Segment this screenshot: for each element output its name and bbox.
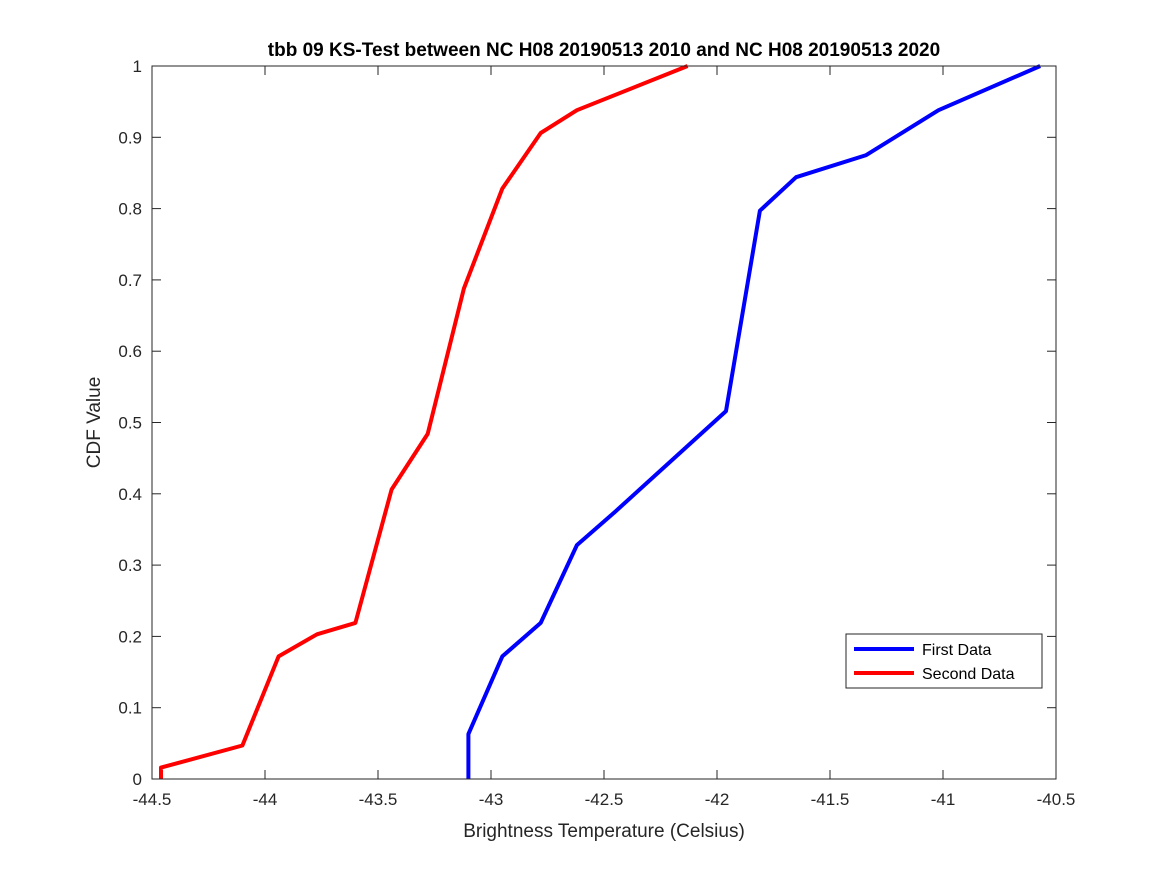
legend-label-first-data: First Data (922, 642, 991, 659)
x-tick-label: -41 (931, 790, 956, 809)
x-tick-label: -43.5 (359, 790, 398, 809)
series-line-first-data (466, 64, 1041, 779)
x-axis: -44.5 -44 -43.5 -43 -42.5 -42 -41.5 -41 -40.5 (133, 66, 1076, 809)
y-tick-label: 0.8 (118, 200, 142, 219)
y-tick-label: 0.2 (118, 627, 142, 646)
x-axis-label: Brightness Temperature (Celsius) (463, 821, 745, 842)
x-tick-label: -42 (705, 790, 730, 809)
series-line-second-data (159, 64, 689, 779)
x-tick-label: -44 (253, 790, 278, 809)
y-tick-label: 0.6 (118, 342, 142, 361)
legend: First Data Second Data (845, 633, 1043, 689)
y-tick-label: 0.9 (118, 128, 142, 147)
series-layer (159, 64, 1041, 779)
x-tick-label: -43 (479, 790, 504, 809)
legend-box (845, 633, 1043, 689)
y-tick-label: 0.7 (118, 271, 142, 290)
y-tick-label: 0.5 (118, 414, 142, 433)
y-tick-label: 0.3 (118, 556, 142, 575)
y-tick-label: 0 (133, 770, 142, 789)
y-axis: 0 0.1 0.2 0.3 0.4 0.5 0.6 0.7 0.8 0.9 1 (118, 57, 1056, 789)
x-tick-label: -42.5 (585, 790, 624, 809)
legend-label-second-data: Second Data (922, 666, 1015, 683)
x-tick-label: -40.5 (1037, 790, 1076, 809)
y-axis-label: CDF Value (84, 377, 105, 469)
chart-title: tbb 09 KS-Test between NC H08 20190513 2… (268, 40, 940, 61)
y-tick-label: 0.1 (118, 699, 142, 718)
x-tick-label: -41.5 (811, 790, 850, 809)
x-tick-label: -44.5 (133, 790, 172, 809)
y-tick-label: 1 (133, 57, 142, 76)
y-tick-label: 0.4 (118, 485, 142, 504)
